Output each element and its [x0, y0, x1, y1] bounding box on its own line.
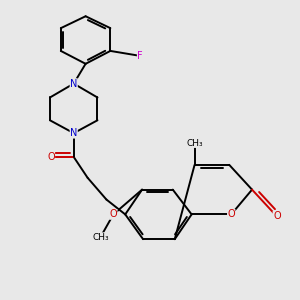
Text: CH₃: CH₃	[186, 139, 203, 148]
Text: O: O	[273, 212, 280, 221]
Text: F: F	[137, 51, 143, 61]
Text: N: N	[70, 128, 77, 138]
Text: N: N	[70, 79, 77, 88]
Text: O: O	[110, 209, 117, 219]
Text: CH₃: CH₃	[92, 233, 109, 242]
Text: O: O	[227, 209, 235, 219]
Text: O: O	[47, 152, 55, 162]
